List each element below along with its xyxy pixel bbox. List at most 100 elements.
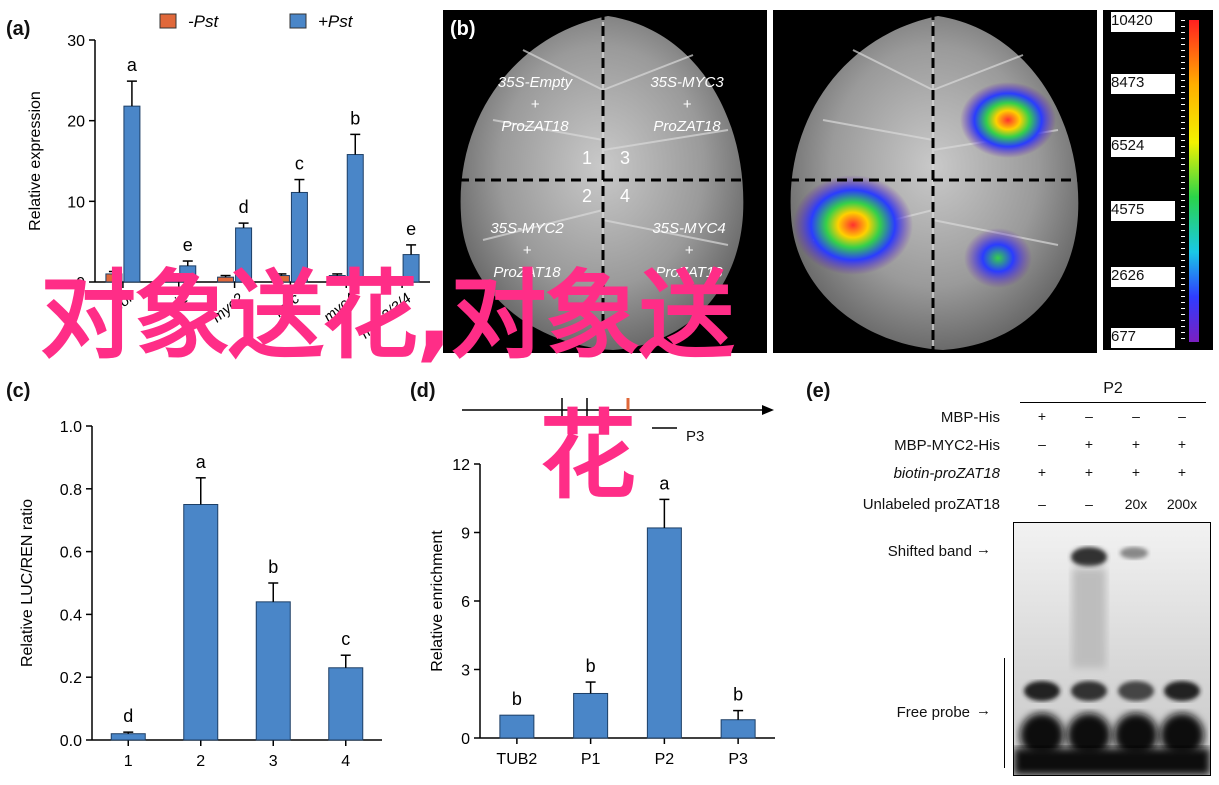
overlay-text-line2: 花 — [540, 400, 636, 512]
x-tick-label: 3 — [269, 753, 278, 770]
y-tick-label: 0 — [76, 275, 85, 292]
emsa-row-1: MBP-MYC2-His — [894, 437, 1000, 454]
free-probe-bracket — [1004, 658, 1005, 768]
panel-c: 0.0 0.2 0.4 0.6 0.8 1.0 Relative LUC/REN ratio… — [0, 390, 400, 780]
colorbar: 10420 8473 6524 4575 2626 677 — [1103, 10, 1213, 350]
y-axis-label: Relative expression — [27, 91, 44, 231]
legend-label: +Pst — [318, 12, 354, 31]
significance-letter: b — [586, 656, 596, 676]
construct-q3-line1: 35S-MYC3 — [650, 74, 724, 91]
bar — [499, 714, 535, 739]
y-tick-label: 3 — [461, 663, 470, 680]
chart-a: 0 10 20 30 Relative expression a e d c b e -Pst +Pst… — [27, 12, 430, 342]
promoter-schematic — [462, 398, 774, 429]
emsa-cell: + — [1084, 436, 1094, 452]
panel-d: 0 3 6 9 12 Relative enrichment TUB2 b P1 b P2 a P3 b — [410, 440, 790, 780]
emsa-cell: + — [1131, 464, 1141, 480]
y-tick-label: 0.0 — [60, 733, 82, 750]
colorbar-tick-1: 8473 — [1111, 74, 1175, 94]
quadrant-number-2: 2 — [582, 186, 593, 206]
luminescence-spot — [793, 175, 913, 275]
construct-q2-line2: + — [522, 242, 532, 259]
bar — [720, 719, 756, 739]
emsa-cell: – — [1132, 408, 1140, 424]
significance-letter: b — [733, 685, 743, 705]
construct-q2-line1: 35S-MYC2 — [490, 220, 564, 237]
emsa-cell: + — [1177, 436, 1187, 452]
significance-letter: b — [350, 108, 360, 128]
bar — [573, 692, 609, 739]
significance-letter: b — [268, 557, 278, 577]
significance-letter: d — [123, 706, 133, 726]
overlay-text-line1: 对象送花,对象送 — [40, 260, 734, 372]
free-probe-label: Free probe — [896, 704, 970, 721]
schematic-label-p3: P3 — [686, 428, 705, 445]
y-axis-label: Relative enrichment — [429, 530, 446, 672]
colorbar-tick-0: 10420 — [1111, 12, 1175, 32]
emsa-cell: + — [1037, 464, 1047, 480]
shifted-band-arrow: → — [976, 541, 991, 558]
panel-e-label: (e) — [806, 380, 831, 402]
emsa-grid: + – – – – + + + + + + + – – 20x 200x — [1016, 408, 1216, 518]
y-tick-label: 30 — [67, 33, 85, 50]
construct-q1-line1: 35S-Empty — [497, 74, 573, 91]
x-tick-label: P1 — [581, 751, 601, 768]
panel-b — [443, 10, 1103, 353]
panel-a: 0 10 20 30 Relative expression a e d c b e -Pst +Pst… — [0, 0, 440, 380]
panel-d-label: (d) — [410, 380, 436, 402]
panel-b-label: (b) — [450, 18, 476, 40]
construct-q4-line3: ProZAT18 — [655, 264, 723, 281]
emsa-cell: – — [1178, 408, 1186, 424]
construct-q2: 35S-MYC2 + ProZAT18 — [462, 218, 592, 284]
shifted-band-label: Shifted band — [887, 543, 972, 560]
construct-q2-line3: ProZAT18 — [493, 264, 561, 281]
emsa-cell: + — [1177, 464, 1187, 480]
legend-label: -Pst — [188, 12, 220, 31]
bar — [328, 667, 364, 741]
emsa-cell: – — [1038, 496, 1046, 512]
emsa-header-line — [1020, 402, 1206, 403]
colorbar-gradient — [1189, 20, 1199, 342]
chart-c: 0.0 0.2 0.4 0.6 0.8 1.0 Relative LUC/REN ratio… — [19, 419, 382, 770]
y-tick-label: 9 — [461, 526, 470, 543]
construct-q4-line2: + — [684, 242, 694, 259]
shifted-band — [1071, 547, 1107, 567]
imaging-panel — [443, 10, 1097, 353]
emsa-cell: – — [1038, 436, 1046, 452]
bar — [123, 105, 141, 283]
x-tick-label: 2 — [196, 753, 205, 770]
emsa-row-3: Unlabeled proZAT18 — [862, 496, 1000, 513]
significance-letter: c — [341, 629, 350, 649]
legend-swatch — [289, 13, 307, 29]
emsa-cell: – — [1085, 496, 1093, 512]
construct-q4-line1: 35S-MYC4 — [652, 220, 726, 237]
x-tick-label: 4 — [341, 753, 350, 770]
free-probe-band — [1024, 681, 1060, 701]
construct-q1: 35S-Empty + ProZAT18 — [470, 72, 600, 138]
emsa-cell: 200x — [1166, 496, 1198, 512]
gel-image — [1013, 522, 1211, 776]
y-tick-label: 0.6 — [60, 545, 82, 562]
emsa-cell: + — [1037, 408, 1047, 424]
legend-swatch — [159, 13, 177, 29]
y-axis-label: Relative LUC/REN ratio — [19, 499, 36, 667]
panel-c-label: (c) — [6, 380, 31, 402]
emsa-header: P2 — [1103, 380, 1123, 397]
y-tick-label: 0.8 — [60, 482, 82, 499]
significance-letter: c — [295, 154, 304, 174]
free-probe-arrow: → — [976, 702, 991, 719]
chart-d: 0 3 6 9 12 Relative enrichment TUB2 b P1 b P2 a P3 b — [429, 457, 775, 768]
colorbar-tick-4: 2626 — [1111, 267, 1175, 287]
colorbar-tick-3: 4575 — [1111, 201, 1175, 221]
bar — [110, 733, 146, 741]
emsa-row-0: MBP-His — [940, 409, 1000, 426]
quadrant-number-4: 4 — [620, 186, 631, 206]
panel-a-label: (a) — [6, 18, 31, 40]
significance-letter: a — [127, 55, 138, 75]
bar — [183, 504, 219, 741]
emsa-cell: + — [1084, 464, 1094, 480]
x-tick-label: P2 — [655, 751, 675, 768]
significance-letter: a — [659, 473, 670, 493]
y-tick-label: 12 — [452, 457, 470, 474]
colorbar-tick-2: 6524 — [1111, 137, 1175, 157]
